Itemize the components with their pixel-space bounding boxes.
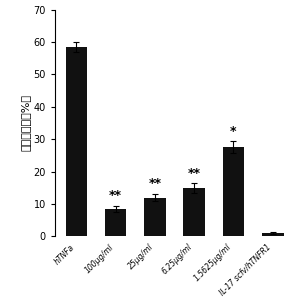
Text: **: ** bbox=[109, 189, 122, 202]
Text: *: * bbox=[230, 125, 237, 138]
Bar bbox=[223, 147, 244, 236]
Bar bbox=[105, 209, 127, 236]
Y-axis label: 细胞死亡率（%）: 细胞死亡率（%） bbox=[21, 95, 31, 152]
Text: **: ** bbox=[188, 167, 201, 180]
Bar bbox=[66, 47, 87, 236]
Bar bbox=[262, 233, 283, 236]
Text: **: ** bbox=[148, 177, 161, 190]
Bar bbox=[144, 198, 166, 236]
Bar bbox=[183, 188, 205, 236]
